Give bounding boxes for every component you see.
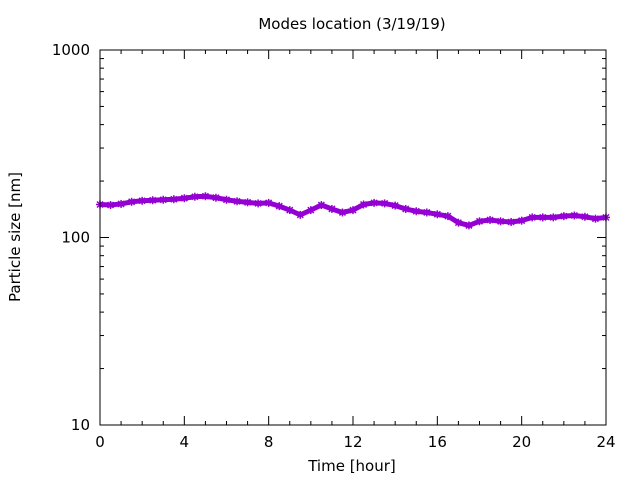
data-point [475,217,484,226]
data-point [391,201,400,210]
data-point [496,217,505,226]
x-tick-label: 24 [596,433,615,451]
data-point [559,212,568,221]
y-tick-label: 100 [61,229,90,247]
data-point [370,198,379,207]
data-point [264,198,273,207]
data-point [359,200,368,209]
data-point [422,208,431,217]
data-point [306,206,315,215]
data-point [285,206,294,215]
data-point [464,221,473,230]
axis-ticks [99,49,607,426]
x-tick-label: 0 [95,433,105,451]
data-point [443,212,452,221]
data-point [570,211,579,220]
x-tick-label: 16 [428,433,447,451]
data-point [412,207,421,216]
data-point [401,204,410,213]
data-point [180,194,189,203]
x-tick-label: 4 [180,433,190,451]
data-point [138,196,147,205]
chart-title: Modes location (3/19/19) [258,15,445,33]
x-axis-label: Time [hour] [307,457,396,475]
data-point [517,216,526,225]
data-point [222,195,231,204]
data-point [433,210,442,219]
data-point [380,199,389,208]
data-point [159,195,168,204]
y-tick-labels: 10 100 1000 [52,41,90,434]
data-point [296,210,305,219]
data-point [211,193,220,202]
data-point [169,195,178,204]
y-tick-label: 1000 [52,41,90,59]
data-series [96,192,610,230]
data-point [243,198,252,207]
data-point [106,201,115,210]
y-tick-label: 10 [71,416,90,434]
data-point [591,214,600,223]
data-point [275,202,284,211]
x-tick-label: 12 [343,433,362,451]
data-point [233,197,242,206]
data-point [327,204,336,213]
data-point [454,218,463,227]
x-tick-label: 20 [512,433,531,451]
data-point [580,212,589,221]
x-tick-labels: 0 4 8 12 16 20 24 [95,433,615,451]
data-point [254,199,263,208]
data-point [317,201,326,210]
data-point [349,206,357,215]
plot-frame [99,49,607,426]
data-point [117,199,126,208]
data-point [538,213,547,222]
data-point [507,217,516,226]
data-point [528,213,537,222]
x-tick-label: 8 [264,433,274,451]
data-point [148,196,157,205]
data-point [338,208,347,217]
data-point [549,213,558,222]
data-point [201,192,210,201]
data-point [127,197,136,206]
y-axis-label: Particle size [nm] [6,172,24,302]
data-point [486,215,495,224]
data-point [190,192,199,201]
